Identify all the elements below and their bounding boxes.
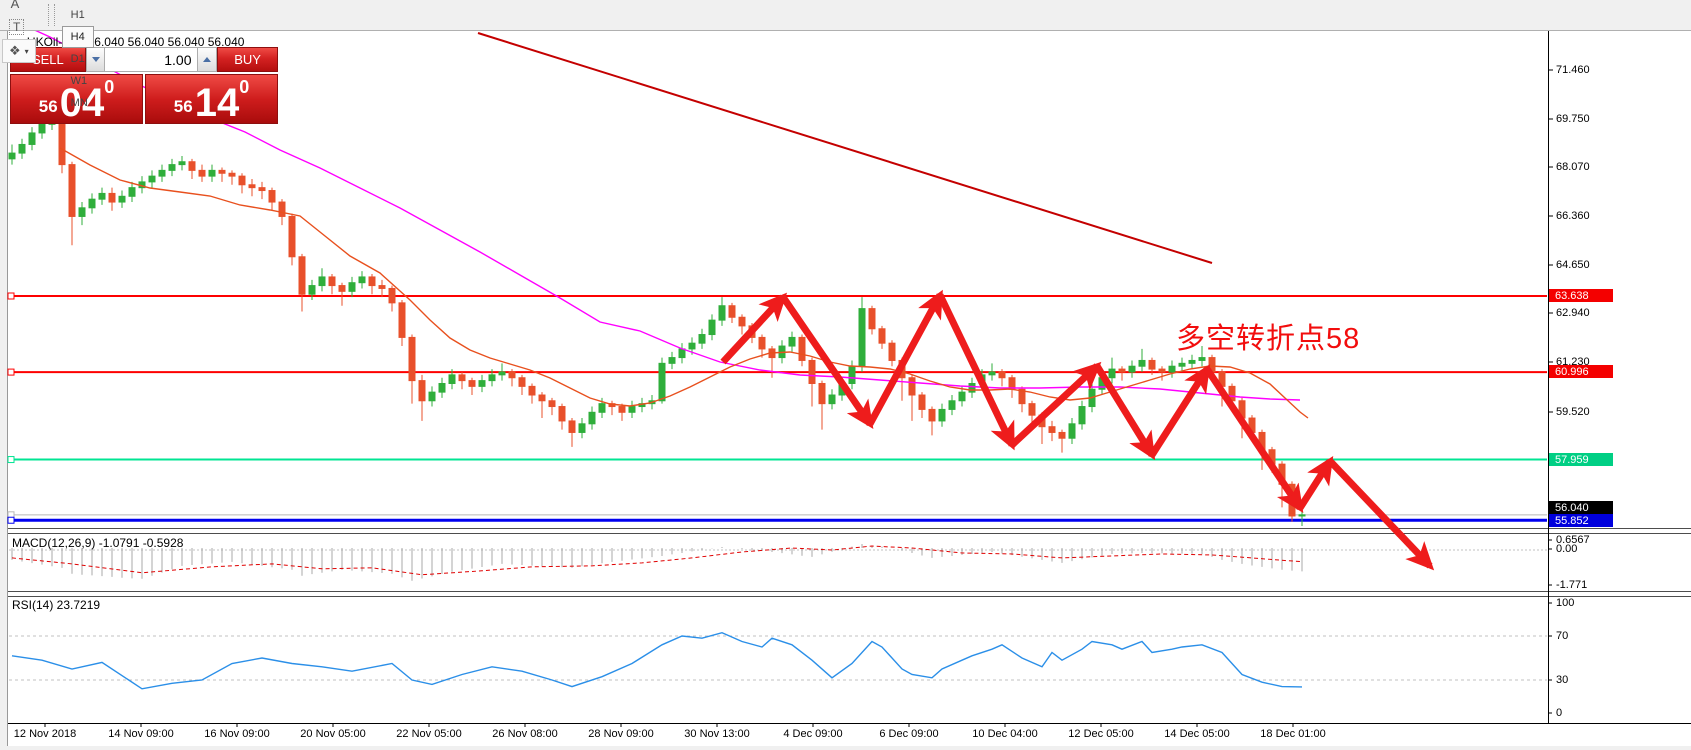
price-axis-label: 64.650: [1556, 259, 1590, 271]
macd-axis-label: 0.6567: [1556, 534, 1590, 546]
price-axis-label: 68.070: [1556, 161, 1590, 173]
time-axis-label: 18 Dec 01:00: [1260, 728, 1326, 740]
buy-price-big: 14: [194, 81, 240, 125]
macd-indicator-label: MACD(12,26,9) -1.0791 -0.5928: [12, 536, 184, 550]
macd-panel-graphics: [9, 544, 1547, 581]
time-axis-label: 22 Nov 05:00: [396, 728, 462, 740]
descending-trendline[interactable]: [477, 32, 1213, 264]
text-label-tool-icon: A: [10, 0, 20, 11]
rsi-line: [11, 631, 1303, 690]
price-axis-label: 71.460: [1556, 64, 1590, 76]
buy-price-sup: 0: [239, 77, 250, 97]
toolbar: ≣FAT❖▾ M1M5M15M30H1H4D1W1MN: [0, 0, 1691, 109]
timeframe-d1-button[interactable]: D1: [62, 48, 94, 70]
timeframe-group: M1M5M15M30H1H4D1W1MN: [61, 0, 102, 114]
time-axis-label: 28 Nov 09:00: [588, 728, 654, 740]
rsi-indicator-label: RSI(14) 23.7219: [12, 598, 101, 612]
text-tool-button[interactable]: T: [2, 15, 31, 39]
ma-fast-line: [59, 147, 1309, 419]
hline-handle[interactable]: [7, 368, 15, 376]
arrows-tool-icon: ❖: [9, 43, 21, 58]
buy-button[interactable]: BUY: [217, 47, 278, 72]
time-axis-label: 14 Nov 09:00: [108, 728, 174, 740]
arrows-tool-button[interactable]: ❖ ▾: [2, 39, 36, 63]
timeframe-h4-button[interactable]: H4: [61, 26, 94, 48]
window-left-frame: [0, 30, 8, 750]
price-axis-label: 62.940: [1556, 307, 1590, 319]
time-axis-label: 6 Dec 09:00: [879, 728, 939, 740]
time-axis-label: 12 Dec 05:00: [1068, 728, 1134, 740]
hline-handle[interactable]: [7, 456, 15, 464]
time-axis-label: 20 Nov 05:00: [300, 728, 366, 740]
price-axis-label: 69.750: [1556, 113, 1590, 125]
time-axis-label: 16 Nov 09:00: [204, 728, 270, 740]
time-axis-label: 14 Dec 05:00: [1164, 728, 1230, 740]
drawing-tools-group: ≣FAT❖▾: [0, 0, 38, 63]
price-axis-label: 66.360: [1556, 210, 1590, 222]
trend-arrow: [1094, 364, 1156, 461]
rsi-panel-graphics: [9, 631, 1547, 690]
window-bottom-frame: [0, 746, 1691, 750]
volume-input[interactable]: [105, 47, 198, 72]
toolbar-separator: [47, 4, 55, 26]
candles-group: [8, 107, 1306, 527]
hline-handle[interactable]: [7, 292, 15, 300]
trend-arrow: [780, 295, 874, 429]
timeframe-h1-button[interactable]: H1: [62, 4, 94, 26]
text-label-tool-button[interactable]: A: [2, 0, 28, 15]
rsi-axis-label: 70: [1556, 630, 1569, 642]
buy-price-display[interactable]: 56 14 0: [145, 74, 278, 124]
macd-panel-separator[interactable]: [8, 528, 1691, 534]
price-axis-label: 59.520: [1556, 406, 1590, 418]
rsi-panel-separator[interactable]: [8, 591, 1691, 597]
trend-arrow: [1327, 458, 1435, 571]
sell-price-prefix: 56: [38, 97, 58, 116]
time-axis-border: [8, 723, 1691, 724]
timeframe-w1-button[interactable]: W1: [62, 70, 97, 92]
time-axis-label: 10 Dec 04:00: [972, 728, 1038, 740]
rsi-axis-label: 30: [1556, 674, 1569, 686]
hline-handle[interactable]: [7, 511, 15, 519]
time-axis-label: 26 Nov 08:00: [492, 728, 558, 740]
time-axis-label: 4 Dec 09:00: [783, 728, 843, 740]
time-axis-label: 30 Nov 13:00: [684, 728, 750, 740]
price-axis-border: [1548, 31, 1549, 723]
trend-arrow: [1297, 455, 1334, 510]
rsi-axis-label: 100: [1556, 597, 1575, 609]
rsi-axis-label: 0: [1556, 707, 1563, 719]
chart-annotation-text[interactable]: 多空转折点58: [1176, 323, 1361, 355]
hline-handle[interactable]: [7, 516, 15, 524]
price-badge-63.638: 63.638: [1549, 289, 1613, 302]
price-badge-55.852: 55.852: [1549, 514, 1613, 527]
trend-arrow: [866, 289, 944, 426]
macd-axis-label: -1.771: [1556, 579, 1588, 591]
trend-arrow: [1204, 367, 1304, 513]
timeframe-mn-button[interactable]: MN: [62, 92, 97, 114]
sell-price-sup: 0: [104, 77, 115, 97]
text-tool-icon: T: [9, 19, 25, 35]
buy-price-prefix: 56: [173, 97, 193, 116]
time-axis-label: 12 Nov 2018: [13, 728, 77, 740]
trend-arrow: [936, 293, 1016, 451]
price-badge-56.040: 56.040: [1549, 501, 1613, 514]
price-badge-57.959: 57.959: [1549, 453, 1613, 466]
trend-arrow: [1009, 361, 1102, 448]
price-badge-60.996: 60.996: [1549, 365, 1613, 378]
volume-increase-button[interactable]: [197, 47, 218, 72]
macd-signal-line: [11, 545, 1303, 576]
trend-arrow: [1149, 363, 1211, 457]
triangle-up-icon: [203, 57, 212, 62]
macd-axis-label: 0.00: [1556, 543, 1578, 555]
trend-arrow: [720, 292, 788, 365]
